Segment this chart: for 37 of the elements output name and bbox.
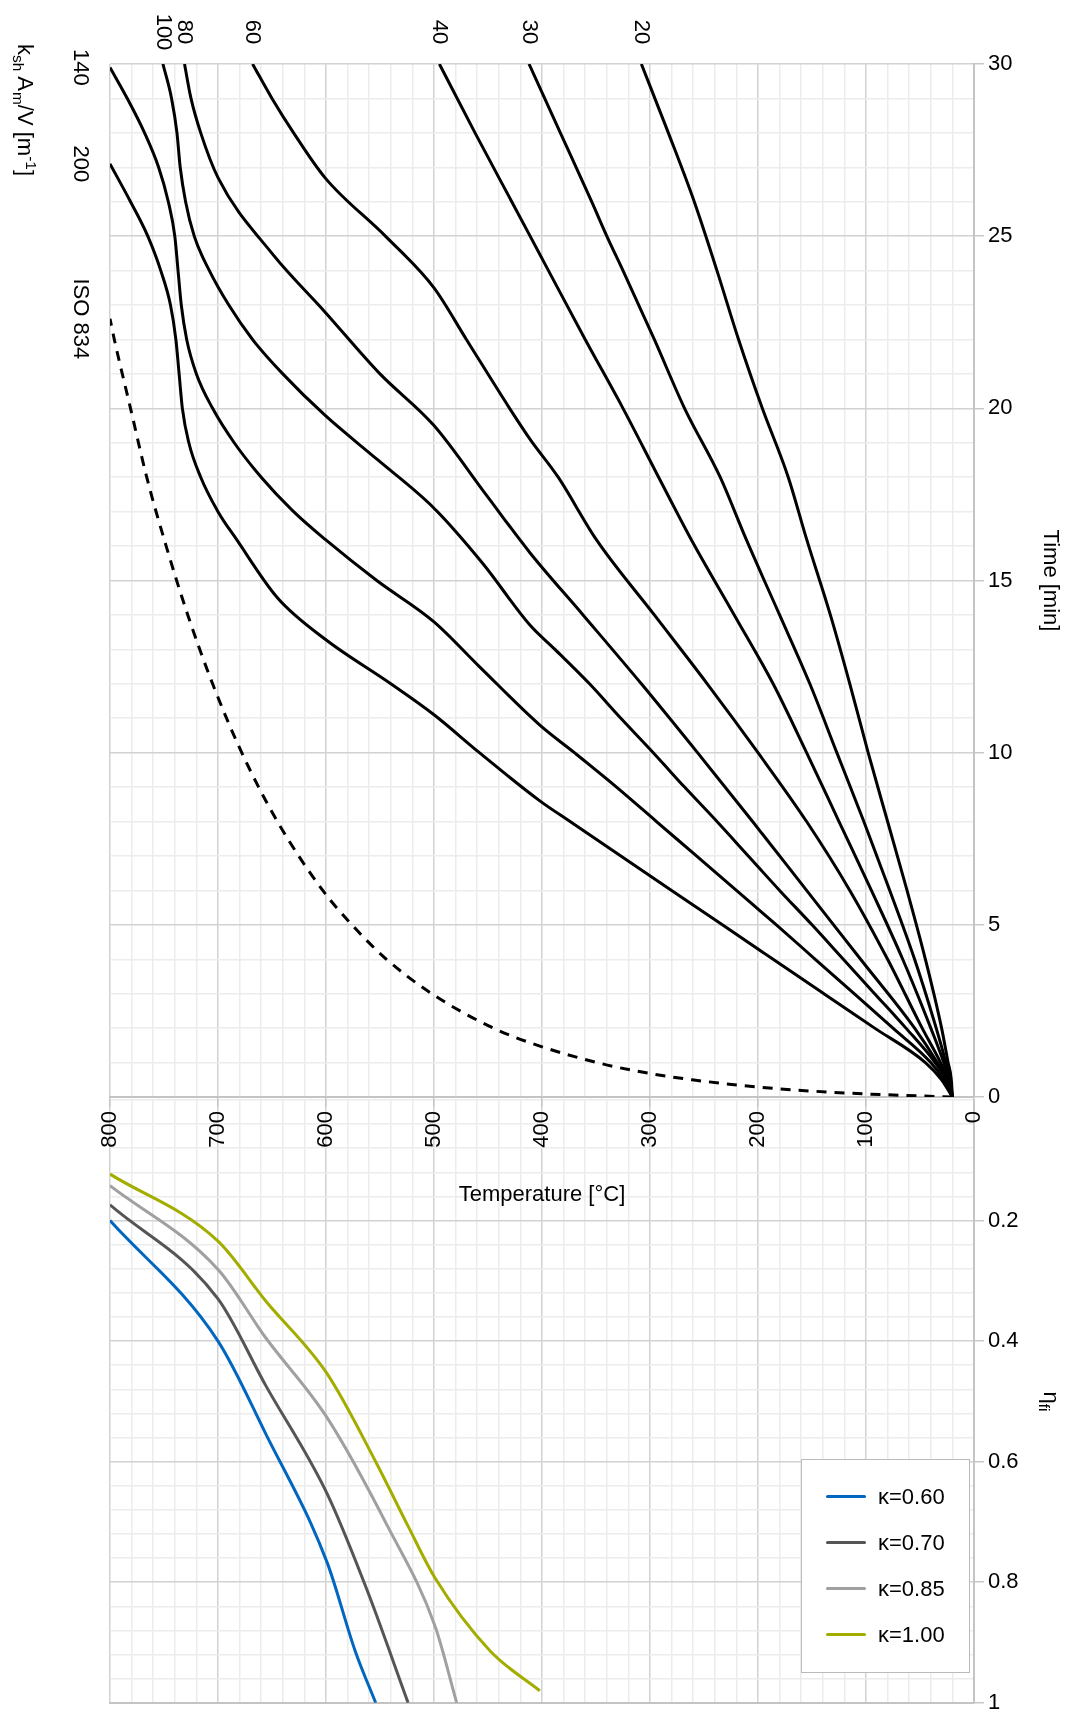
text: 140 <box>68 49 94 86</box>
legend-label: κ=0.70 <box>878 1529 945 1556</box>
y-tick-label: 0.2 <box>988 1206 1019 1232</box>
text: ISO 834 <box>68 278 94 360</box>
text: 60 <box>241 19 267 45</box>
x-tick-label: 500 <box>420 1111 446 1148</box>
x-tick-label: 100 <box>852 1111 878 1148</box>
x-tick-label: 0 <box>960 1111 986 1124</box>
y-tick-label: 25 <box>988 222 1013 248</box>
x-tick-label: 200 <box>744 1111 770 1148</box>
line-series <box>110 1184 459 1703</box>
x-tick-label: 800 <box>96 1111 122 1148</box>
text: 30 <box>517 19 543 45</box>
text: 200 <box>68 145 94 183</box>
y-tick-label: 0.6 <box>988 1447 1019 1473</box>
y-tick-label: 0.8 <box>988 1568 1019 1594</box>
legend-label: κ=0.60 <box>878 1483 945 1510</box>
x-axis-title: Temperature [°C] <box>458 1181 626 1207</box>
x-tick-label: 400 <box>528 1111 554 1148</box>
legend-label: κ=1.00 <box>878 1621 945 1648</box>
y-tick-label: 1 <box>988 1688 1001 1714</box>
y-axis-title: Time [min] <box>1038 529 1064 632</box>
y-tick-label: 5 <box>988 910 1001 936</box>
y-tick-label: 10 <box>988 738 1013 764</box>
y-axis-title: ηfi <box>1036 1391 1064 1412</box>
text: 40 <box>428 19 454 45</box>
x-tick-label: 600 <box>312 1111 338 1148</box>
text: ksh Am/V [m-1] <box>10 44 41 177</box>
x-tick-label: 700 <box>204 1111 230 1148</box>
y-tick-label: 20 <box>988 394 1013 420</box>
y-tick-label: 0 <box>988 1083 1001 1109</box>
text: 20 <box>630 19 656 45</box>
y-tick-label: 15 <box>988 566 1013 592</box>
y-tick-label: 0.4 <box>988 1327 1019 1353</box>
x-tick-label: 300 <box>636 1111 662 1148</box>
legend-label: κ=0.85 <box>878 1575 945 1602</box>
y-tick-label: 30 <box>988 50 1013 76</box>
